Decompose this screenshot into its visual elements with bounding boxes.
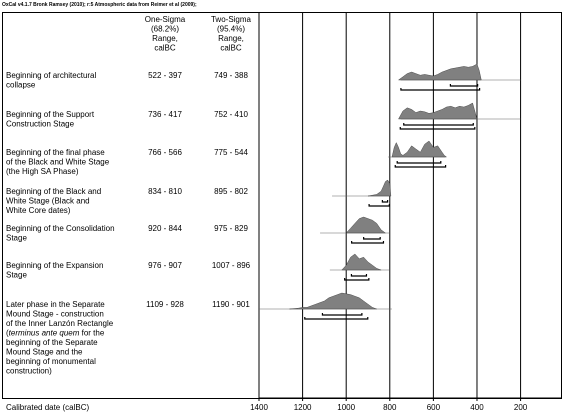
x-tick-label: 600 <box>427 403 441 412</box>
row-label: (terminus ante quem for the <box>6 329 105 338</box>
one-sigma-range: 834 - 810 <box>148 187 182 196</box>
posterior-density <box>289 292 377 310</box>
row-label: beginning of monumental <box>6 357 96 366</box>
x-tick-label: 400 <box>470 403 484 412</box>
one-sigma-range: 522 - 397 <box>148 71 182 80</box>
range-bracket <box>363 237 381 240</box>
range-bracket <box>394 165 447 168</box>
range-bracket <box>403 123 474 126</box>
posterior-density <box>391 140 448 158</box>
row-label: Beginning of the Expansion <box>6 261 103 270</box>
x-tick-label: 1400 <box>250 403 268 412</box>
two-sigma-range: 895 - 802 <box>214 187 248 196</box>
x-tick-label: 800 <box>383 403 397 412</box>
column-header: Range, <box>218 34 244 43</box>
column-header: (68.2%) <box>151 25 179 34</box>
row-label: Beginning of architectural <box>6 71 97 80</box>
column-header: calBC <box>154 44 176 53</box>
label-part: for the <box>79 329 104 338</box>
posterior-density <box>397 63 482 81</box>
row-label: Beginning of the Consolidation <box>6 224 115 233</box>
x-tick-label: 1000 <box>337 403 355 412</box>
two-sigma-range: 1190 - 901 <box>212 300 250 309</box>
two-sigma-range: 752 - 410 <box>214 110 248 119</box>
label-part: terminus ante quem <box>9 329 80 338</box>
row-label: Beginning of the final phase <box>6 148 105 157</box>
row-label: Beginning of the Support <box>6 110 95 119</box>
one-sigma-range: 920 - 844 <box>148 224 182 233</box>
range-bracket <box>304 317 369 320</box>
column-header: (95.4%) <box>217 25 245 34</box>
row-label: Stage <box>6 271 27 280</box>
range-bracket <box>344 278 370 281</box>
posterior-density <box>398 102 478 120</box>
two-sigma-range: 975 - 829 <box>214 224 248 233</box>
row-label: Mound Stage - construction <box>6 310 104 319</box>
range-bracket <box>399 127 476 130</box>
column-header: calBC <box>220 44 242 53</box>
row-label: White Stage (Black and <box>6 197 90 206</box>
row-label: of the Black and White Stage <box>6 158 110 167</box>
row-label: of the Inner Lanzón Rectangle <box>6 319 114 328</box>
x-tick-label: 1200 <box>294 403 312 412</box>
range-bracket <box>321 313 363 316</box>
x-axis-label: Calibrated date (calBC) <box>6 403 89 412</box>
row-label: (the High SA Phase) <box>6 167 79 176</box>
range-bracket <box>381 200 389 203</box>
two-sigma-range: 775 - 544 <box>214 148 248 157</box>
range-bracket <box>449 84 479 87</box>
row-label: collapse <box>6 81 36 90</box>
two-sigma-range: 1007 - 896 <box>212 261 251 270</box>
one-sigma-range: 766 - 566 <box>148 148 182 157</box>
row-label: Mound Stage and the <box>6 348 83 357</box>
row-label: construction) <box>6 367 52 376</box>
one-sigma-range: 976 - 907 <box>148 261 182 270</box>
column-header: One-Sigma <box>145 15 186 24</box>
range-bracket <box>396 161 442 164</box>
posterior-density <box>367 179 392 197</box>
row-label: White Core dates) <box>6 206 71 215</box>
range-bracket <box>350 274 368 277</box>
range-bracket <box>351 241 385 244</box>
range-bracket <box>400 88 481 91</box>
one-sigma-range: 736 - 417 <box>148 110 182 119</box>
row-label: beginning of the Separate <box>6 338 98 347</box>
two-sigma-range: 749 - 388 <box>214 71 248 80</box>
column-header: Two-Sigma <box>211 15 252 24</box>
posterior-density <box>341 253 382 271</box>
header: OxCal v4.1.7 Bronk Ramsey (2010); r:5 At… <box>2 2 197 8</box>
column-header: Range, <box>152 34 178 43</box>
row-label: Construction Stage <box>6 120 75 129</box>
x-tick-label: 200 <box>514 403 528 412</box>
label-part: ( <box>6 329 9 338</box>
row-label: Beginning of the Black and <box>6 187 101 196</box>
posterior-density <box>345 216 387 234</box>
range-bracket <box>368 204 390 207</box>
row-label: Stage <box>6 234 27 243</box>
row-label: Later phase in the Separate <box>6 300 105 309</box>
one-sigma-range: 1109 - 928 <box>146 300 184 309</box>
